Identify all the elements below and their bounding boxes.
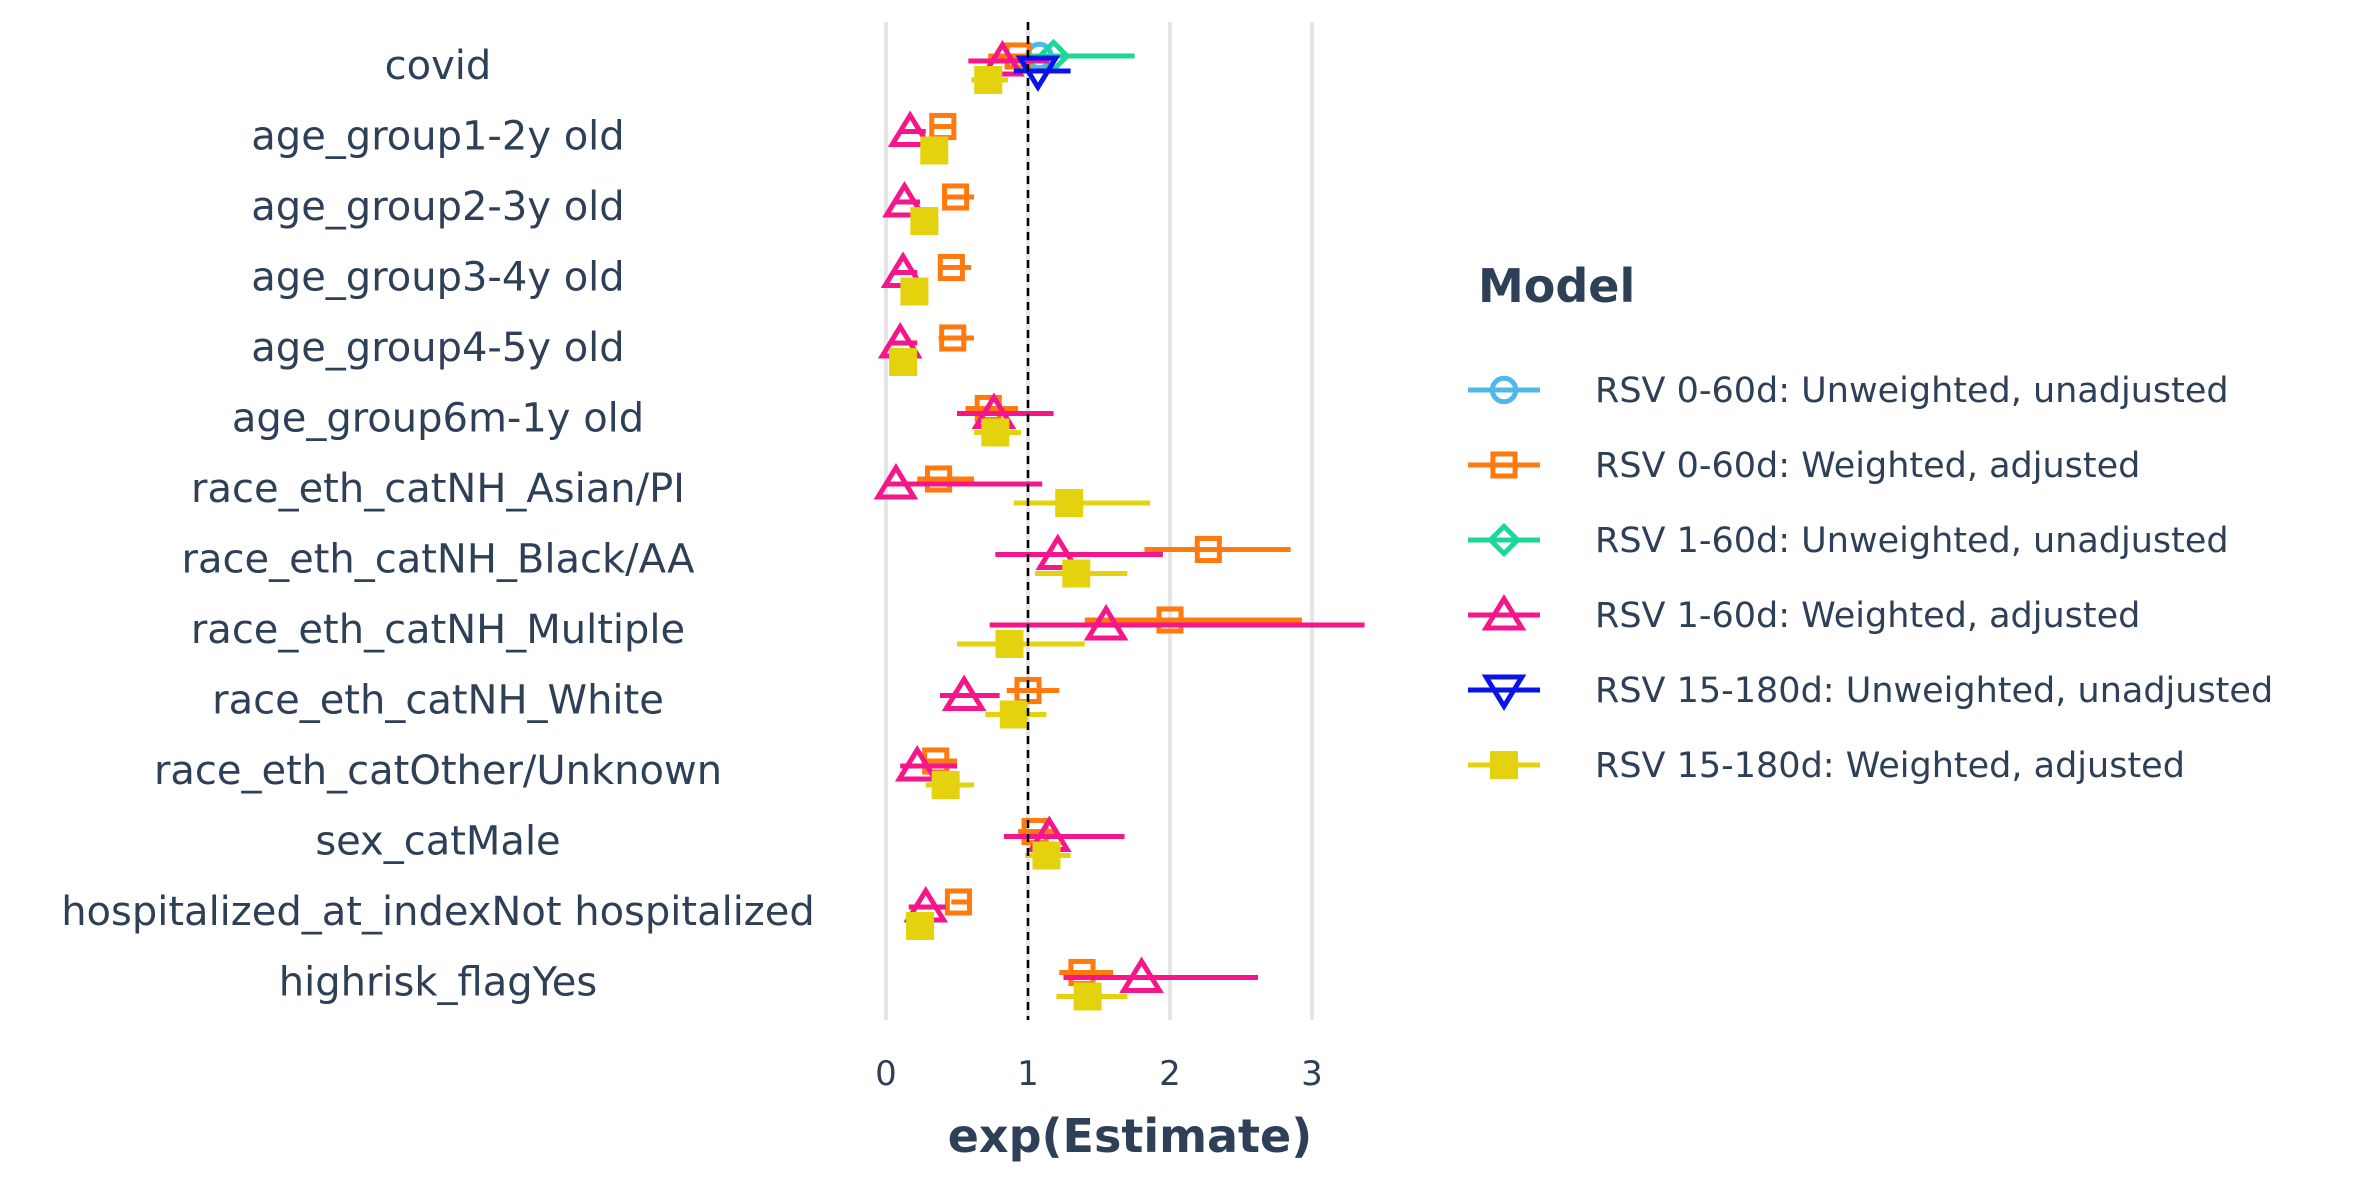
x-tick-label: 3: [1301, 1054, 1323, 1094]
y-tick-label: race_eth_catNH_Asian/PI: [191, 466, 685, 512]
y-tick-label: highrisk_flagYes: [279, 960, 597, 1006]
legend-item: RSV 0-60d: Unweighted, unadjusted: [1468, 371, 2229, 411]
legend: Model RSV 0-60d: Unweighted, unadjustedR…: [1468, 259, 2273, 786]
point-marker: [999, 700, 1028, 729]
y-tick-label: age_group2-3y old: [251, 184, 624, 230]
legend-marker: [1481, 674, 1527, 712]
y-tick-label: hospitalized_at_indexNot hospitalized: [61, 889, 815, 935]
point-marker: [1062, 559, 1091, 588]
legend-items: RSV 0-60d: Unweighted, unadjusted RSV 0-6…: [1468, 371, 2273, 786]
legend-marker: [1490, 751, 1518, 779]
point-marker: [944, 888, 972, 916]
point-marker: [939, 324, 967, 352]
point-marker: [1156, 606, 1184, 634]
point-marker: [1015, 55, 1061, 93]
y-tick-label: race_eth_catOther/Unknown: [154, 748, 722, 794]
point-marker: [931, 771, 960, 799]
x-tick-label: 0: [875, 1054, 897, 1094]
legend-label: RSV 0-60d: Weighted, adjusted: [1595, 446, 2140, 486]
point-marker: [873, 462, 919, 500]
point-marker: [995, 630, 1024, 658]
series-5: [1013, 55, 1071, 93]
y-tick-label: sex_catMale: [315, 819, 560, 865]
point-marker: [1083, 603, 1129, 641]
y-tick-label: race_eth_catNH_Black/AA: [182, 537, 696, 583]
y-tick-label: race_eth_catNH_White: [212, 678, 664, 724]
point-marker: [889, 348, 918, 376]
x-tick-label: 2: [1159, 1054, 1181, 1094]
point-marker: [894, 744, 940, 782]
legend-label: RSV 1-60d: Unweighted, unadjusted: [1595, 521, 2229, 561]
y-tick-label: age_group3-4y old: [251, 255, 624, 301]
point-marker: [906, 912, 935, 940]
point-marker: [910, 207, 939, 235]
legend-item: RSV 15-180d: Unweighted, unadjusted: [1468, 671, 2273, 712]
legend-marker: [1486, 522, 1522, 558]
x-axis-tick-labels: 0 1 2 3: [875, 1054, 1323, 1094]
y-tick-label: age_group1-2y old: [251, 114, 624, 160]
legend-item: RSV 15-180d: Weighted, adjusted: [1468, 746, 2185, 786]
point-marker: [941, 674, 987, 711]
point-marker: [1119, 956, 1164, 993]
legend-label: RSV 15-180d: Unweighted, unadjusted: [1595, 671, 2273, 711]
y-axis-category-labels: covid age_group1-2y old age_group2-3y old a…: [61, 43, 815, 1006]
point-marker: [937, 253, 965, 282]
point-marker: [1055, 489, 1084, 517]
legend-label: RSV 15-180d: Weighted, adjusted: [1595, 746, 2185, 786]
x-tick-label: 1: [1017, 1054, 1039, 1094]
series-2: [917, 42, 1303, 987]
series-layer: [873, 38, 1365, 1011]
series-6: [889, 66, 1151, 1011]
legend-label: RSV 0-60d: Unweighted, unadjusted: [1595, 371, 2229, 411]
point-marker: [1194, 535, 1222, 564]
x-axis-title: exp(Estimate): [948, 1109, 1313, 1163]
point-marker: [1073, 982, 1102, 1011]
point-marker: [887, 110, 933, 147]
legend-title: Model: [1478, 259, 1635, 313]
y-tick-label: race_eth_catNH_Multiple: [191, 607, 685, 653]
point-marker: [942, 183, 970, 211]
legend-item: RSV 0-60d: Weighted, adjusted: [1468, 446, 2140, 486]
point-marker: [920, 136, 949, 165]
legend-label: RSV 1-60d: Weighted, adjusted: [1595, 596, 2140, 636]
point-marker: [900, 277, 929, 306]
point-marker: [924, 465, 953, 493]
point-marker: [974, 66, 1003, 94]
legend-item: RSV 1-60d: Weighted, adjusted: [1468, 593, 2140, 636]
y-tick-label: age_group4-5y old: [251, 325, 624, 371]
y-tick-label: covid: [385, 43, 492, 89]
legend-marker: [1481, 593, 1527, 631]
legend-marker: [1489, 375, 1519, 405]
y-tick-label: age_group6m-1y old: [232, 396, 644, 442]
point-marker: [1032, 841, 1061, 870]
point-marker: [980, 39, 1025, 77]
legend-marker: [1490, 451, 1518, 479]
legend-item: RSV 1-60d: Unweighted, unadjusted: [1468, 521, 2229, 561]
point-marker: [981, 418, 1010, 447]
point-marker: [882, 180, 927, 218]
point-marker: [1035, 533, 1081, 570]
x-gridlines: [884, 22, 1314, 1020]
